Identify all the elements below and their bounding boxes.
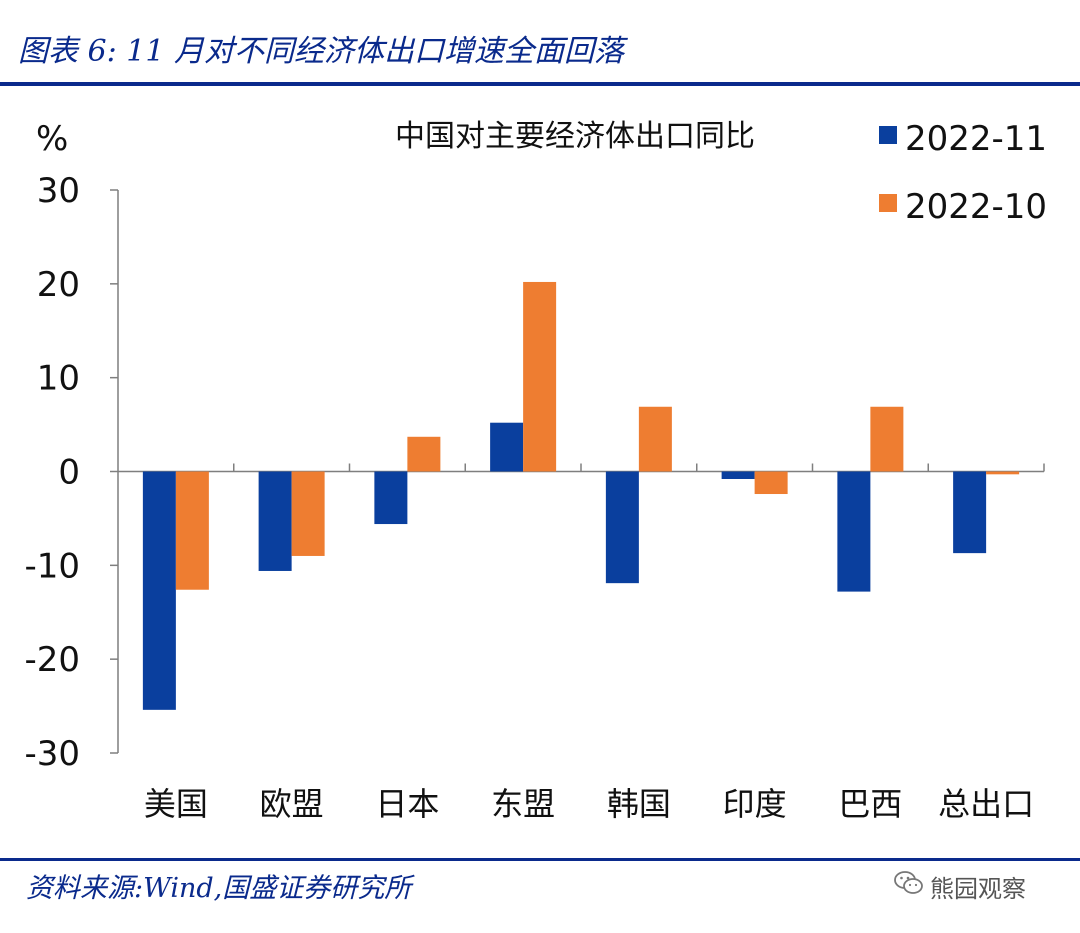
- x-category-label: 总出口: [938, 785, 1034, 823]
- bar-2022-10-印度: [754, 471, 788, 495]
- legend-swatch-2022-11: [879, 126, 897, 144]
- legend-label: 2022-11: [905, 119, 1047, 159]
- bar-2022-11-欧盟: [258, 471, 292, 571]
- y-axis-unit-label: %: [36, 119, 68, 159]
- y-tick-label: -10: [24, 546, 80, 586]
- x-category-label: 欧盟: [260, 785, 324, 823]
- x-category-label: 印度: [723, 785, 787, 823]
- bar-2022-10-日本: [407, 436, 441, 472]
- bar-2022-10-巴西: [870, 406, 904, 472]
- y-tick-label: 20: [37, 265, 80, 305]
- bar-2022-11-印度: [721, 471, 755, 480]
- x-category-label: 韩国: [607, 785, 671, 823]
- y-tick-label: -20: [24, 640, 80, 680]
- bar-2022-11-总出口: [953, 471, 987, 554]
- header-rule: [0, 82, 1080, 86]
- legend-label: 2022-10: [905, 187, 1047, 227]
- y-tick-label: 30: [37, 171, 80, 211]
- source-note: 资料来源:Wind,国盛证券研究所: [26, 873, 412, 904]
- chart-title: 中国对主要经济体出口同比: [395, 119, 755, 154]
- x-category-label: 巴西: [838, 785, 902, 823]
- bar-2022-11-东盟: [490, 422, 524, 472]
- bar-2022-11-韩国: [605, 471, 639, 584]
- x-category-label: 东盟: [491, 785, 555, 823]
- y-tick-label: -30: [24, 734, 80, 774]
- x-category-label: 美国: [144, 785, 208, 823]
- bar-2022-11-美国: [142, 471, 176, 710]
- legend-swatch-2022-10: [879, 194, 897, 212]
- footer-rule: [0, 858, 1080, 861]
- bar-2022-10-总出口: [986, 471, 1020, 475]
- wechat-icon: [894, 870, 924, 902]
- figure-title: 图表 6: 11 月对不同经济体出口增速全面回落: [18, 34, 624, 69]
- watermark-text: 熊园观察: [930, 874, 1026, 903]
- y-tick-label: 10: [37, 359, 80, 399]
- x-category-label: 日本: [375, 785, 439, 823]
- watermark: 熊园观察: [894, 868, 1026, 904]
- bar-2022-11-巴西: [837, 471, 871, 592]
- bar-2022-11-日本: [374, 471, 408, 525]
- bar-2022-10-东盟: [523, 281, 557, 472]
- bar-2022-10-美国: [175, 471, 209, 590]
- bar-2022-10-欧盟: [291, 471, 325, 556]
- y-tick-label: 0: [58, 453, 80, 493]
- bar-2022-10-韩国: [638, 406, 672, 472]
